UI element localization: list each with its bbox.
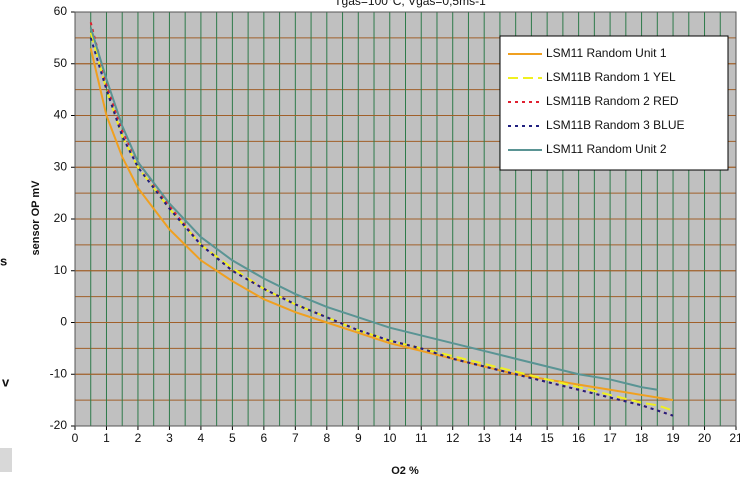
legend-label: LSM11B Random 2 RED: [546, 94, 679, 108]
x-tick-label: 9: [355, 431, 362, 445]
legend-label: LSM11 Random Unit 1: [546, 46, 667, 60]
x-tick-label: 0: [72, 431, 79, 445]
y-tick-label: 30: [54, 159, 68, 173]
data-line: [89, 37, 674, 417]
x-tick-label: 3: [166, 431, 173, 445]
chart-title: Tgas=100°C, Vgas=0,5ms-1: [334, 0, 486, 8]
x-tick-label: 19: [666, 431, 680, 445]
y-tick-label: -10: [50, 366, 68, 380]
legend-label: LSM11B Random 1 YEL: [546, 70, 676, 84]
x-tick-label: 12: [446, 431, 460, 445]
y-tick-label: 20: [54, 211, 68, 225]
fragment: s: [0, 253, 7, 268]
y-tick-label: 10: [54, 263, 68, 277]
x-tick-label: 16: [572, 431, 586, 445]
x-tick-label: 21: [729, 431, 740, 445]
x-tick-label: 17: [603, 431, 617, 445]
y-tick-label: 60: [54, 4, 68, 18]
x-tick-label: 5: [229, 431, 236, 445]
x-tick-label: 15: [540, 431, 554, 445]
x-tick-label: 8: [323, 431, 330, 445]
data-line: [89, 27, 658, 391]
x-tick-label: 18: [635, 431, 649, 445]
x-tick-label: 10: [383, 431, 397, 445]
y-axis-label: sensor OP mV: [30, 180, 42, 256]
x-axis-label: O2 %: [391, 465, 419, 477]
x-tick-label: 1: [103, 431, 110, 445]
x-tick-label: 14: [509, 431, 523, 445]
legend-label: LSM11 Random Unit 2: [546, 142, 667, 156]
legend-label: LSM11B Random 3 BLUE: [546, 118, 685, 132]
data-line: [89, 47, 674, 402]
y-tick-label: 0: [60, 315, 67, 329]
x-tick-label: 11: [415, 431, 428, 445]
x-tick-label: 13: [478, 431, 492, 445]
decoration: [0, 448, 12, 472]
y-tick-label: 40: [54, 108, 68, 122]
axis-frame: [74, 11, 737, 427]
x-tick-label: 20: [698, 431, 712, 445]
y-tick-label: 50: [54, 56, 68, 70]
x-tick-label: 2: [135, 431, 142, 445]
x-tick-label: 4: [198, 431, 205, 445]
fragment: v: [2, 374, 10, 389]
y-tick-label: -20: [50, 418, 68, 432]
x-tick-label: 7: [292, 431, 299, 445]
x-tick-label: 6: [261, 431, 268, 445]
